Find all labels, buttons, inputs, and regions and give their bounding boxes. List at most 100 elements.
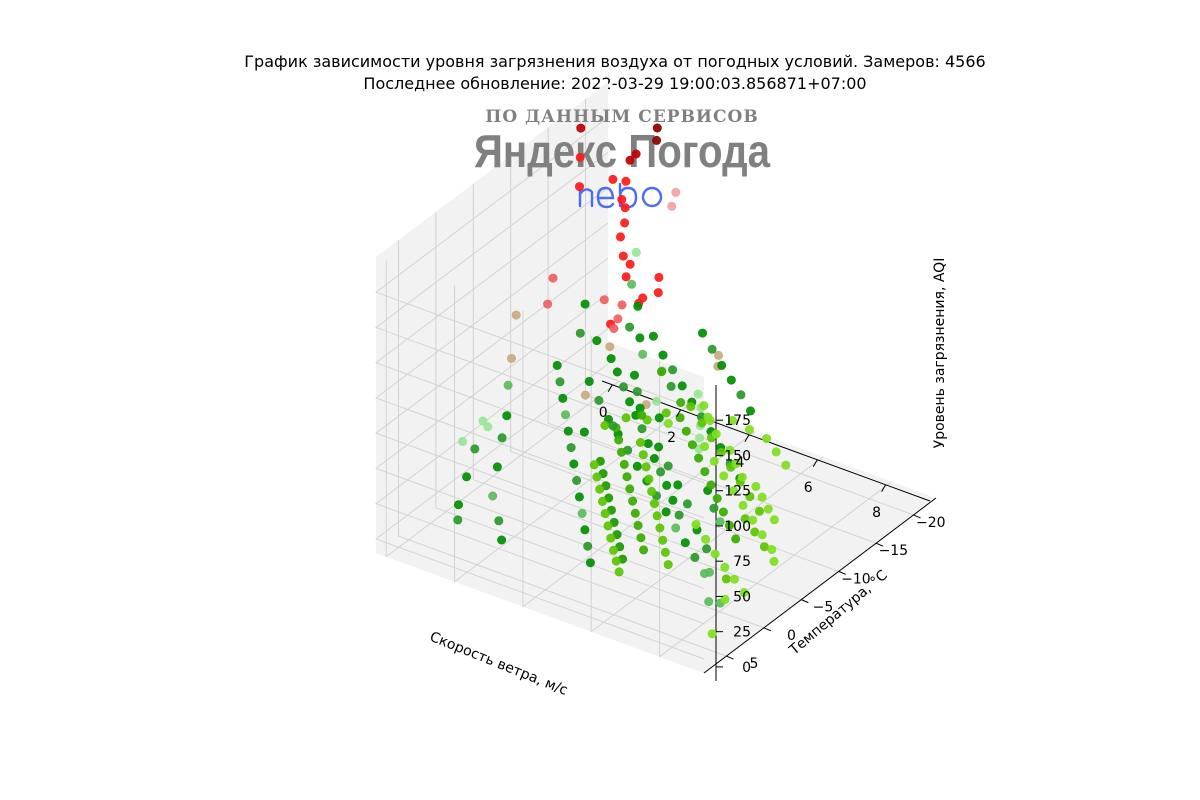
data-point (644, 474, 654, 484)
data-point (643, 439, 653, 449)
data-point (583, 541, 593, 551)
data-point (580, 525, 590, 535)
data-point (572, 475, 582, 485)
grid-line-y (398, 240, 727, 657)
data-point (614, 435, 624, 445)
data-point (592, 472, 602, 482)
grid-line-x (454, 285, 687, 583)
data-point (631, 149, 641, 159)
data-point (709, 456, 719, 466)
data-point (706, 480, 716, 490)
data-point (497, 535, 507, 545)
data-point (745, 406, 755, 416)
watermark-brand: Яндекс Погода (474, 125, 770, 177)
data-point (594, 395, 604, 405)
data-point (757, 530, 767, 540)
data-point (617, 195, 627, 205)
data-point (647, 486, 657, 496)
data-point (648, 331, 658, 341)
data-point (603, 521, 613, 531)
data-point (580, 299, 590, 309)
data-point (605, 342, 615, 352)
grid-line-x (385, 260, 619, 558)
data-point (649, 499, 659, 509)
z-tick-label: 150 (724, 448, 751, 464)
grid-line-z (375, 116, 705, 413)
data-point (720, 594, 730, 604)
data-point (703, 412, 713, 422)
z-tick-label: 100 (724, 519, 751, 535)
data-point (600, 420, 610, 430)
data-point (506, 353, 516, 363)
data-point (709, 503, 719, 513)
data-point (639, 545, 649, 555)
data-point (574, 492, 584, 502)
data-point (711, 429, 721, 439)
data-point (569, 459, 579, 469)
data-point (618, 251, 628, 261)
data-point (700, 467, 710, 477)
grid-line-z (375, 187, 705, 484)
data-point (638, 293, 648, 303)
data-point (727, 415, 737, 425)
x-tick-label: 8 (872, 505, 881, 521)
data-point (663, 461, 673, 471)
data-point (710, 549, 720, 559)
data-point (656, 367, 666, 377)
z-tick-label: 25 (733, 625, 751, 641)
data-point (686, 402, 696, 412)
data-point (658, 535, 668, 545)
data-point (668, 365, 678, 375)
data-point (616, 447, 626, 457)
data-point (729, 574, 739, 584)
grid-line-y (547, 127, 877, 544)
data-point (726, 375, 736, 385)
data-point (762, 434, 772, 444)
data-point (671, 187, 681, 197)
data-point (617, 300, 627, 310)
data-point (769, 515, 779, 525)
data-point (632, 461, 642, 471)
data-point (488, 491, 498, 501)
data-point (625, 155, 635, 165)
data-point (653, 288, 663, 298)
data-point (597, 496, 607, 506)
data-point (625, 397, 635, 407)
y-tick-label: 0 (787, 628, 796, 644)
data-point (453, 515, 463, 525)
data-point (618, 382, 628, 392)
y-tick (801, 599, 809, 604)
grid-lines (375, 98, 914, 660)
data-point (663, 560, 673, 570)
data-point (715, 517, 725, 527)
scatter-points (453, 123, 791, 639)
data-point (651, 396, 661, 406)
data-point (682, 499, 692, 509)
data-point (592, 336, 602, 346)
data-point (707, 629, 717, 639)
data-point (492, 462, 502, 472)
data-point (745, 492, 755, 502)
data-point (502, 411, 512, 421)
data-point (658, 350, 668, 360)
data-point (627, 279, 637, 289)
watermark-caption: ПО ДАННЫМ СЕРВИСОВ (485, 107, 758, 127)
data-point (621, 413, 631, 423)
data-point (767, 544, 777, 554)
data-point (622, 472, 632, 482)
data-point (494, 516, 504, 526)
data-point (462, 472, 472, 482)
data-point (667, 201, 677, 211)
data-point (611, 556, 621, 566)
data-point (668, 495, 678, 505)
data-point (680, 538, 690, 548)
y-tick-label: −5 (813, 600, 834, 616)
data-point (725, 445, 735, 455)
data-point (649, 453, 659, 463)
data-point (751, 481, 761, 491)
y-tick (763, 627, 772, 632)
data-point (566, 443, 576, 453)
z-tick-label: 0 (742, 660, 751, 676)
